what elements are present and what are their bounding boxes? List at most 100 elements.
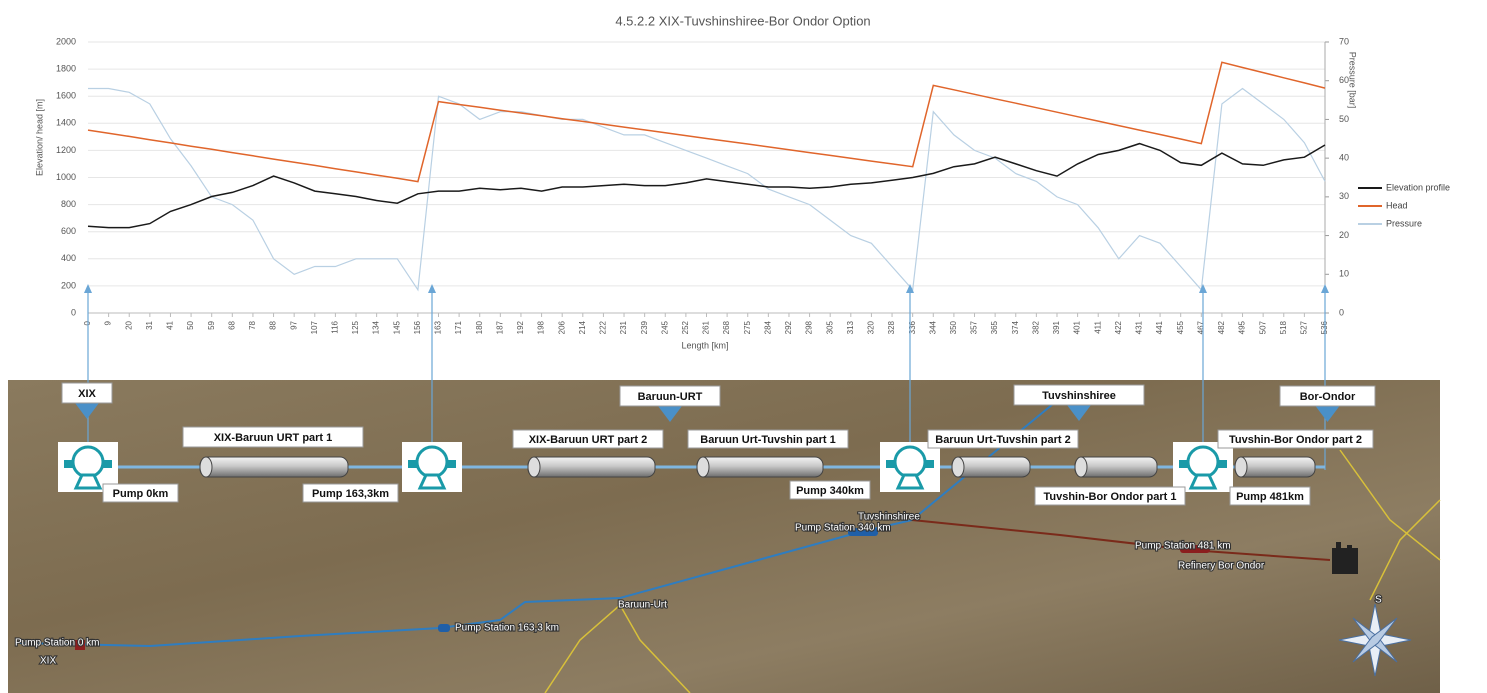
x-tick-label: 239 bbox=[640, 320, 649, 334]
x-tick-label: 411 bbox=[1093, 320, 1102, 333]
map-label: Tuvshinshiree bbox=[858, 512, 920, 523]
pipe-label: Tuvshin-Bor Ondor part 2 bbox=[1229, 434, 1362, 446]
arrow-head bbox=[84, 284, 92, 293]
location-label: Baruun-URT bbox=[638, 391, 703, 403]
pump-body bbox=[895, 447, 925, 477]
x-tick-label: 467 bbox=[1196, 320, 1205, 334]
legend-label: Head bbox=[1386, 200, 1408, 210]
x-tick-label: 382 bbox=[1031, 320, 1040, 334]
y2-tick-label: 30 bbox=[1339, 191, 1349, 201]
x-tick-label: 374 bbox=[1011, 320, 1020, 334]
y2-tick-label: 50 bbox=[1339, 114, 1349, 124]
arrow-head bbox=[428, 284, 436, 293]
pump-flange bbox=[886, 460, 896, 468]
pipe-label: XIX-Baruun URT part 1 bbox=[214, 432, 333, 444]
pump-base bbox=[898, 475, 922, 488]
x-tick-label: 284 bbox=[763, 320, 772, 334]
pump-body bbox=[417, 447, 447, 477]
location-label: XIX bbox=[78, 388, 96, 400]
x-tick-label: 192 bbox=[516, 320, 525, 334]
x-tick-label: 20 bbox=[124, 320, 133, 329]
pump-flange bbox=[1217, 460, 1227, 468]
map-label: Baruun-Urt bbox=[618, 600, 667, 611]
x-tick-label: 41 bbox=[166, 320, 175, 329]
legend-label: Elevation profile bbox=[1386, 182, 1450, 192]
x-tick-label: 231 bbox=[619, 320, 628, 334]
x-tick-label: 187 bbox=[495, 320, 504, 334]
pipe-end bbox=[697, 457, 709, 477]
pipe-segment bbox=[697, 457, 823, 477]
x-tick-label: 344 bbox=[928, 320, 937, 334]
x-tick-label: 107 bbox=[310, 320, 319, 334]
pump-flange bbox=[1179, 460, 1189, 468]
page: {"chart_data": {"type": "line", "title":… bbox=[0, 0, 1487, 693]
x-tick-label: 261 bbox=[702, 320, 711, 334]
pump-label: Pump 340km bbox=[796, 485, 864, 497]
y2-tick-label: 60 bbox=[1339, 75, 1349, 85]
map-label: S bbox=[1375, 595, 1382, 606]
x-tick-label: 156 bbox=[413, 320, 422, 334]
x-axis-title: Length [km] bbox=[681, 340, 728, 350]
y-tick-label: 200 bbox=[61, 280, 76, 290]
y-tick-label: 400 bbox=[61, 253, 76, 263]
pipe-end bbox=[952, 457, 964, 477]
x-tick-label: 401 bbox=[1073, 320, 1082, 334]
map-label: Pump Station 0 km bbox=[15, 638, 99, 649]
x-tick-label: 305 bbox=[825, 320, 834, 334]
x-tick-label: 134 bbox=[372, 320, 381, 334]
x-tick-label: 455 bbox=[1176, 320, 1185, 334]
y-axis-title: Elevation/ head [m] bbox=[34, 99, 44, 176]
pipe-label: Tuvshin-Bor Ondor part 1 bbox=[1043, 491, 1176, 503]
series-line bbox=[88, 89, 1325, 290]
series-line bbox=[88, 62, 1325, 181]
x-tick-label: 441 bbox=[1155, 320, 1164, 334]
x-tick-label: 313 bbox=[846, 320, 855, 334]
location-label: Tuvshinshiree bbox=[1042, 390, 1116, 402]
x-tick-label: 78 bbox=[248, 320, 257, 329]
pipe-label: XIX-Baruun URT part 2 bbox=[529, 434, 648, 446]
map-label: Pump Station 163,3 km bbox=[455, 623, 559, 634]
x-tick-label: 518 bbox=[1279, 320, 1288, 334]
x-tick-label: 180 bbox=[475, 320, 484, 334]
series-line bbox=[88, 144, 1325, 228]
pipe-end bbox=[528, 457, 540, 477]
y2-tick-label: 70 bbox=[1339, 36, 1349, 46]
x-tick-label: 391 bbox=[1052, 320, 1061, 334]
y2-tick-label: 20 bbox=[1339, 230, 1349, 240]
pump-label: Pump 163,3km bbox=[312, 488, 389, 500]
x-tick-label: 422 bbox=[1114, 320, 1123, 334]
pump-base bbox=[1191, 475, 1215, 488]
y2-tick-label: 40 bbox=[1339, 153, 1349, 163]
y-tick-label: 1200 bbox=[56, 145, 76, 155]
x-tick-label: 97 bbox=[289, 320, 298, 329]
x-tick-label: 245 bbox=[660, 320, 669, 334]
x-tick-label: 9 bbox=[104, 320, 113, 325]
chart-title: 4.5.2.2 XIX-Tuvshinshiree-Bor Ondor Opti… bbox=[615, 13, 870, 28]
pump-flange bbox=[102, 460, 112, 468]
y2-tick-label: 10 bbox=[1339, 269, 1349, 279]
pump-flange bbox=[408, 460, 418, 468]
x-tick-label: 125 bbox=[351, 320, 360, 334]
x-tick-label: 336 bbox=[908, 320, 917, 334]
x-tick-label: 145 bbox=[392, 320, 401, 334]
pump-body bbox=[73, 447, 103, 477]
pipe-label: Baruun Urt-Tuvshin part 2 bbox=[935, 434, 1070, 446]
y2-axis-title: Pressure [bar] bbox=[1348, 52, 1358, 109]
x-tick-label: 68 bbox=[227, 320, 236, 329]
y-tick-label: 2000 bbox=[56, 36, 76, 46]
y-tick-label: 800 bbox=[61, 199, 76, 209]
x-tick-label: 31 bbox=[145, 320, 154, 329]
y-tick-label: 0 bbox=[71, 307, 76, 317]
pump-base bbox=[420, 475, 444, 488]
y-tick-label: 1600 bbox=[56, 91, 76, 101]
pump-flange bbox=[446, 460, 456, 468]
x-tick-label: 527 bbox=[1299, 320, 1308, 334]
pump-flange bbox=[64, 460, 74, 468]
x-tick-label: 320 bbox=[867, 320, 876, 334]
x-tick-label: 298 bbox=[805, 320, 814, 334]
x-tick-label: 275 bbox=[743, 320, 752, 334]
map-label: XIX bbox=[40, 656, 56, 667]
x-tick-label: 431 bbox=[1135, 320, 1144, 334]
pump-base bbox=[76, 475, 100, 488]
pipe-segment bbox=[200, 457, 348, 477]
